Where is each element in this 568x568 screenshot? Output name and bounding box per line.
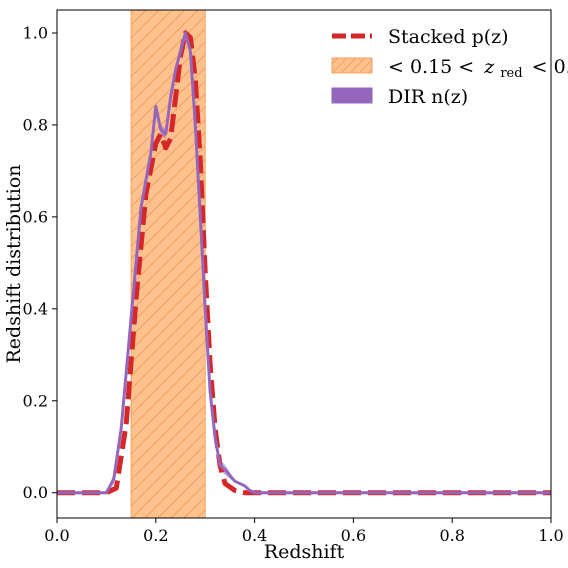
plot-area: [57, 10, 551, 518]
x-tick-label-1: 0.2: [143, 526, 168, 545]
x-tick-label-3: 0.6: [341, 526, 366, 545]
y-axis-label: Redshift distribution: [3, 164, 25, 363]
legend-band-label: < 0.15 < z red < 0.3: [388, 56, 568, 82]
plot-frame: [56, 9, 552, 519]
legend-stacked-label: Stacked p(z): [388, 26, 509, 48]
y-tick-label-5: 1.0: [23, 23, 48, 42]
legend-dir-label: DIR n(z): [388, 86, 468, 108]
x-tick-label-2: 0.4: [242, 526, 267, 545]
legend-band-sub: red: [500, 66, 522, 81]
y-tick-label-1: 0.2: [23, 391, 48, 410]
x-tick-label-0: 0.0: [44, 526, 69, 545]
y-tick-label-2: 0.4: [23, 299, 48, 318]
legend: Stacked p(z) < 0.15 < z red < 0.3 DIR n(…: [331, 26, 568, 108]
x-tick-label-4: 0.8: [439, 526, 464, 545]
legend-band-hatch: [332, 58, 372, 73]
y-tick-label-0: 0.0: [23, 483, 48, 502]
y-axis: 0.0 0.2 0.4 0.6 0.8 1.0: [23, 23, 57, 502]
legend-dir-swatch: [331, 87, 373, 104]
x-axis-label: Redshift: [264, 541, 345, 563]
y-tick-label-4: 0.8: [23, 115, 48, 134]
y-tick-label-3: 0.6: [23, 207, 48, 226]
dir-nz-line: [57, 31, 551, 495]
x-axis: 0.0 0.2 0.4 0.6 0.8 1.0: [44, 518, 564, 545]
legend-band-var: z: [483, 56, 495, 78]
x-tick-label-5: 1.0: [538, 526, 563, 545]
legend-band-prefix: < 0.15 <: [388, 56, 474, 78]
legend-band-suffix: < 0.3: [532, 56, 568, 78]
